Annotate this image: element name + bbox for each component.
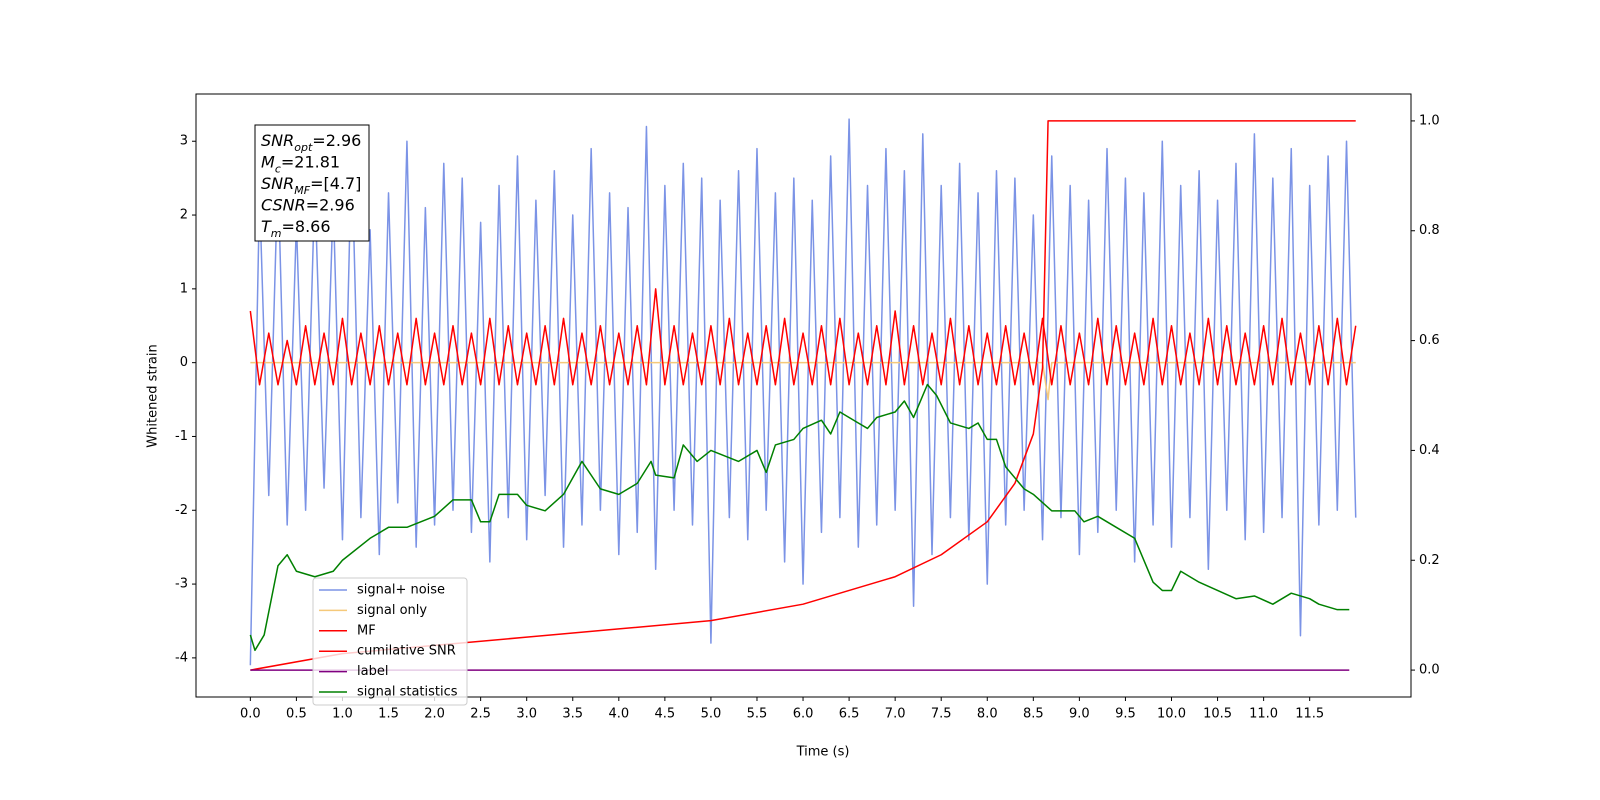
x-tick-label: 7.5: [931, 707, 952, 722]
annotation-value: =2.96: [306, 195, 355, 214]
annotation-sub: MF: [294, 184, 310, 197]
y2-tick-label: 0.6: [1419, 333, 1440, 348]
annotation-line: SNRopt=2.96: [261, 131, 361, 154]
x-tick-label: 3.0: [516, 707, 537, 722]
y2-tick-label: 1.0: [1419, 113, 1440, 128]
y-tick-label: -3: [175, 577, 188, 592]
x-axis-label: Time (s): [796, 745, 850, 760]
plot-frame: [195, 93, 1412, 698]
annotation-sub: m: [271, 227, 282, 240]
annotation-line: SNRMF=[4.7]: [261, 174, 361, 197]
y-tick-label: 1: [180, 281, 188, 296]
x-tick-label: 1.0: [332, 707, 353, 722]
y-tick-label: 2: [180, 208, 188, 223]
x-tick-label: 11.5: [1295, 707, 1324, 722]
series-line: [250, 120, 1356, 671]
series-line: [249, 383, 1350, 652]
legend-label: signal+ noise: [357, 583, 445, 598]
x-tick-label: 5.5: [747, 707, 768, 722]
legend-label: MF: [357, 623, 376, 638]
legend-label: label: [357, 664, 388, 679]
y-tick-label: -2: [175, 503, 188, 518]
x-tick-label: 4.0: [608, 707, 629, 722]
x-tick-label: 8.5: [1023, 707, 1044, 722]
x-tick-label: 10.0: [1157, 707, 1186, 722]
x-tick-label: 1.5: [378, 707, 399, 722]
annotation-value: =2.96: [312, 131, 361, 150]
x-tick-label: 10.5: [1203, 707, 1232, 722]
annotation-line: Mc=21.81: [261, 152, 340, 175]
x-tick-label: 11.0: [1249, 707, 1278, 722]
legend: signal+ noise signal only MF cumilative SNR…: [312, 577, 468, 706]
x-tick-label: 6.0: [793, 707, 814, 722]
y2-tick-label: 0.4: [1419, 443, 1440, 458]
y-tick-label: -1: [175, 429, 188, 444]
annotation-value: =[4.7]: [310, 174, 361, 193]
y-axis-label: Whitened strain: [146, 344, 161, 447]
annotation-line: CSNR=2.96: [261, 195, 355, 214]
legend-label: signal only: [357, 603, 427, 618]
annotation-main: M: [261, 152, 275, 171]
x-tick-label: 8.0: [977, 707, 998, 722]
annotation-value: =8.66: [282, 217, 331, 236]
legend-label: signal statistics: [357, 685, 458, 700]
x-tick-label: 0.5: [286, 707, 307, 722]
annotation-value: =21.81: [281, 152, 340, 171]
annotation-sub: c: [275, 162, 281, 175]
x-tick-label: 4.5: [655, 707, 676, 722]
y2-tick-label: 0.0: [1419, 663, 1440, 678]
y-tick-label: 3: [180, 134, 188, 149]
x-tick-label: 9.5: [1115, 707, 1136, 722]
annotation-line: Tm=8.66: [261, 217, 331, 240]
y-tick-label: 0: [180, 355, 188, 370]
x-tick-label: 3.5: [562, 707, 583, 722]
y-tick-label: -4: [175, 650, 188, 665]
x-tick-label: 0.0: [240, 707, 261, 722]
annotation-main: SNR: [261, 131, 294, 150]
x-tick-label: 2.5: [470, 707, 491, 722]
x-tick-label: 7.0: [885, 707, 906, 722]
y2-tick-label: 0.2: [1419, 553, 1440, 568]
x-tick-label: 2.0: [424, 707, 445, 722]
legend-label: cumilative SNR: [357, 644, 456, 659]
series-line: [249, 288, 1357, 386]
y2-tick-label: 0.8: [1419, 223, 1440, 238]
annotation-box: [254, 124, 370, 242]
annotation: SNRopt=2.96Mc=21.81SNRMF=[4.7]CSNR=2.96T…: [254, 124, 370, 242]
x-tick-label: 6.5: [839, 707, 860, 722]
annotation-main: T: [261, 217, 272, 236]
legend-box: [312, 577, 468, 706]
series-line: [249, 118, 1357, 666]
annotation-sub: opt: [294, 141, 313, 154]
annotation-main: CSNR: [261, 195, 306, 214]
annotation-main: SNR: [261, 174, 294, 193]
x-tick-label: 5.0: [701, 707, 722, 722]
x-tick-label: 9.0: [1069, 707, 1090, 722]
